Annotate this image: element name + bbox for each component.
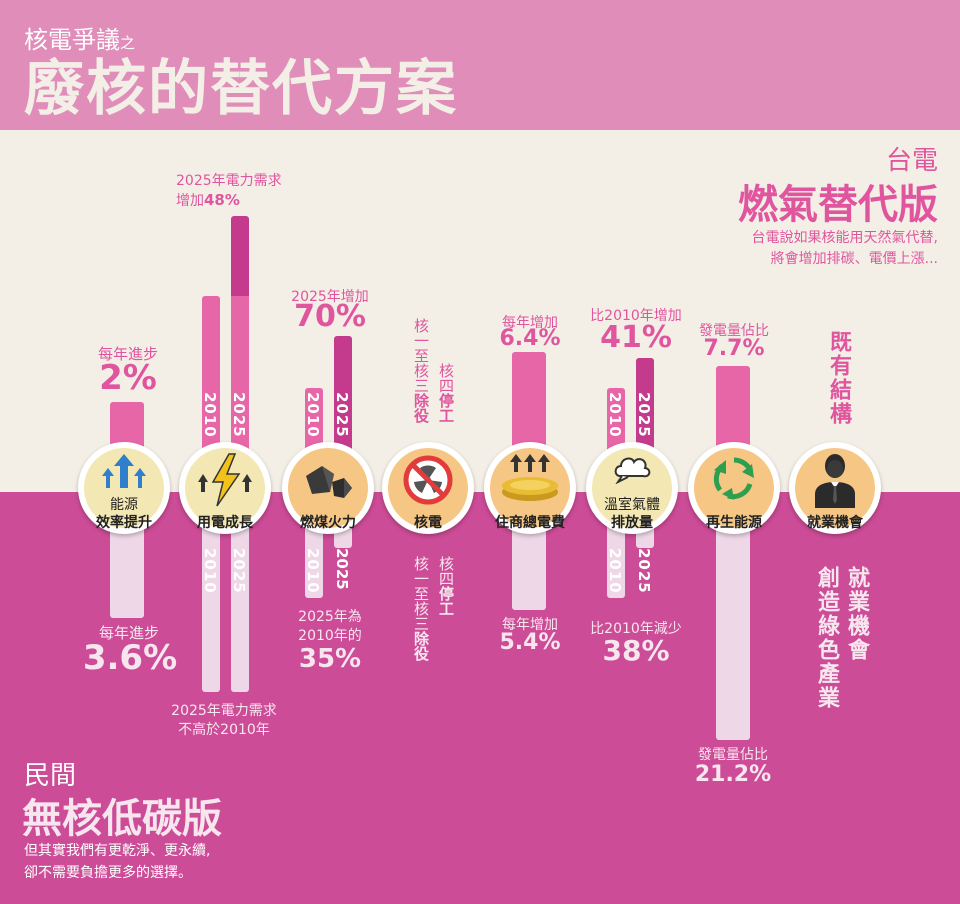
year-label-2010: 2010 (606, 548, 624, 594)
no-nuclear-icon (403, 455, 453, 505)
lightning-icon (198, 453, 252, 507)
taipower-label: 台電 (885, 146, 938, 176)
efficiency-icon-circle: 能源 效率提升 (78, 442, 170, 534)
jobs-top-text: 既有結構 (826, 330, 851, 426)
small-title: 核電爭議之 (24, 26, 136, 54)
nuclear-name: 核電 (414, 515, 442, 531)
renewable-top-value: 7.7% (703, 336, 765, 361)
efficiency-bottom-label: 每年進步 (98, 624, 159, 642)
fees-bottom-value: 5.4% (499, 630, 561, 655)
coal-icon-circle: 燃煤火力 (282, 442, 374, 534)
coal-bottom-value: 35% (298, 644, 362, 674)
coal-top-label: 2025年增加 (291, 289, 369, 305)
renewable-bottom-value: 21.2% (694, 762, 772, 787)
demand-top-label: 2025年電力需求 增加48% (176, 173, 282, 209)
fees-bottom-label: 每年增加 (502, 617, 558, 633)
demand-bar-2010-civil (202, 492, 220, 692)
businessman-icon (815, 454, 855, 508)
demand-bottom-label: 2025年電力需求 不高於2010年 (171, 703, 277, 738)
arrows-up-icon (102, 454, 146, 488)
jobs-bottom-col-b: 創造綠色產業 (814, 566, 839, 710)
ghg-name-2: 排放量 (611, 515, 653, 531)
year-label-2025: 2025 (333, 392, 351, 438)
demand-name: 用電成長 (197, 515, 253, 531)
fees-top-value: 6.4% (499, 326, 561, 351)
efficiency-top-label: 每年進步 (97, 345, 158, 363)
ghg-top-value: 41% (600, 320, 672, 355)
ghg-bottom-label: 比2010年減少 (590, 621, 682, 637)
civil-band (0, 492, 960, 904)
nuclear-icon-circle: 核電 (382, 442, 474, 534)
civil-label: 民間 (24, 761, 77, 791)
coal-icon (306, 466, 352, 498)
coins-icon (502, 454, 558, 501)
civil-description: 但其實我們有更乾淨、更永續, 卻不需要負擔更多的選擇。 (24, 843, 211, 881)
coal-bottom-label: 2025年為 2010年的 (298, 609, 362, 644)
nuclear-bottom-col-a: 核一至核三除役 (412, 556, 430, 661)
renewable-icon-circle: 再生能源 (688, 442, 780, 534)
page-title: 廢核的替代方案 (24, 54, 458, 124)
year-label-2025: 2025 (635, 548, 653, 594)
recycle-icon (713, 457, 754, 500)
cloud-icon (614, 457, 651, 484)
year-label-2010: 2010 (201, 548, 219, 594)
nuclear-top-col-b: 核四停工 (437, 363, 455, 423)
ghg-bottom-value: 38% (602, 634, 670, 667)
ghg-icon-circle: 溫室氣體 排放量 (586, 442, 678, 534)
renewable-top-label: 發電量佔比 (699, 323, 769, 339)
efficiency-name-1: 能源 (110, 497, 138, 513)
coal-top-value: 70% (294, 299, 366, 334)
year-label-2025: 2025 (230, 548, 248, 594)
header-band (0, 0, 960, 130)
year-label-2010: 2010 (304, 392, 322, 438)
nuclear-bottom-col-b: 核四停工 (437, 556, 455, 616)
ghg-name-1: 溫室氣體 (604, 497, 660, 513)
taipower-version-title: 燃氣替代版 (738, 182, 938, 228)
jobs-icon-circle: 就業機會 (789, 442, 881, 534)
coal-name: 燃煤火力 (300, 515, 356, 531)
efficiency-name-2: 效率提升 (96, 515, 152, 531)
renewable-name: 再生能源 (706, 515, 762, 531)
demand-bar-2025-civil (231, 492, 249, 692)
year-label-2010: 2010 (606, 392, 624, 438)
taipower-description: 台電說如果核能用天然氣代替, 將會增加排碳、電價上漲... (751, 230, 938, 267)
jobs-bottom-col-a: 就業機會 (844, 566, 869, 662)
ghg-top-label: 比2010年增加 (590, 308, 682, 324)
year-label-2010: 2010 (201, 392, 219, 438)
jobs-name: 就業機會 (807, 515, 863, 531)
year-label-2010: 2010 (304, 548, 322, 594)
fees-icon-circle: 住商總電費 (484, 442, 576, 534)
renewable-bottom-label: 發電量佔比 (698, 747, 768, 763)
nuclear-top-col-a: 核一至核三除役 (412, 318, 430, 423)
taipower-band (0, 130, 960, 492)
demand-icon-circle: 用電成長 (179, 442, 271, 534)
efficiency-top-value: 2% (99, 358, 157, 398)
year-label-2025: 2025 (230, 392, 248, 438)
civil-version-title: 無核低碳版 (22, 796, 222, 842)
fees-top-label: 每年增加 (502, 315, 558, 331)
fees-name: 住商總電費 (495, 515, 565, 531)
year-label-2025: 2025 (333, 548, 351, 590)
year-label-2025: 2025 (635, 392, 653, 438)
efficiency-bottom-value: 3.6% (82, 638, 178, 678)
